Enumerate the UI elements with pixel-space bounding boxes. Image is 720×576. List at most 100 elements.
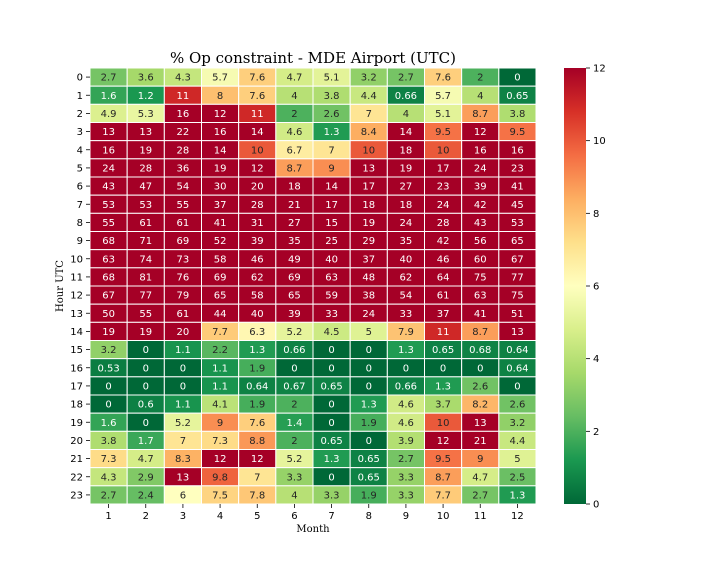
cell-value-label: 1.9 (361, 490, 377, 501)
cell-value-label: 0.65 (320, 381, 342, 392)
cell-value-label: 4.7 (472, 472, 488, 483)
cell-value-label: 19 (102, 327, 115, 338)
x-tick-label: 1 (105, 511, 111, 522)
cell-value-label: 41 (511, 182, 524, 193)
cell-value-label: 4 (477, 91, 483, 102)
cell-value-label: 67 (102, 291, 115, 302)
cell-value-label: 31 (251, 218, 264, 229)
cell-value-label: 0 (291, 363, 297, 374)
cell-value-label: 37 (214, 200, 227, 211)
cell-value-label: 41 (214, 218, 227, 229)
colorbar-tick-label: 4 (593, 354, 599, 365)
cell-value-label: 28 (139, 163, 152, 174)
y-axis-label: Hour UTC (55, 260, 66, 312)
cell-value-label: 39 (474, 182, 487, 193)
cell-value-label: 2.7 (398, 454, 414, 465)
cell-value-label: 40 (400, 254, 413, 265)
cell-value-label: 16 (511, 145, 524, 156)
cell-value-label: 0 (328, 472, 334, 483)
cell-value-label: 81 (139, 272, 152, 283)
cell-value-label: 10 (362, 145, 375, 156)
cell-value-label: 5.2 (286, 454, 302, 465)
cell-value-label: 9 (328, 163, 334, 174)
y-tick-label: 13 (70, 309, 83, 320)
cell-value-label: 3.3 (286, 472, 302, 483)
cell-value-label: 61 (437, 291, 450, 302)
cell-value-label: 55 (139, 309, 152, 320)
cell-value-label: 7.6 (249, 418, 265, 429)
cell-value-label: 39 (251, 236, 264, 247)
cell-value-label: 1.3 (435, 381, 451, 392)
cell-value-label: 1.3 (249, 345, 265, 356)
cell-value-label: 1.1 (212, 381, 228, 392)
cell-value-label: 67 (511, 254, 524, 265)
cell-value-label: 76 (177, 272, 190, 283)
cell-value-label: 2 (291, 436, 297, 447)
cell-value-label: 1.1 (212, 363, 228, 374)
cell-value-label: 0 (477, 363, 483, 374)
cell-value-label: 29 (362, 236, 375, 247)
cell-value-label: 2.5 (509, 472, 525, 483)
colorbar-tick-label: 0 (593, 500, 599, 511)
cell-value-label: 40 (325, 254, 338, 265)
y-tick-label: 2 (77, 109, 83, 120)
x-axis-label: Month (296, 524, 330, 535)
y-tick-label: 15 (70, 345, 83, 356)
y-tick-label: 20 (70, 436, 83, 447)
cell-value-label: 0 (514, 381, 520, 392)
x-tick-label: 2 (143, 511, 149, 522)
cell-value-label: 0 (105, 381, 111, 392)
cell-value-label: 75 (474, 272, 487, 283)
cell-value-label: 54 (177, 182, 190, 193)
y-tick-label: 14 (70, 327, 83, 338)
cell-value-label: 9.5 (509, 127, 525, 138)
cell-value-label: 65 (288, 291, 301, 302)
cell-value-label: 3.8 (324, 91, 340, 102)
cell-value-label: 5.1 (324, 73, 340, 84)
cell-value-label: 59 (325, 291, 338, 302)
cell-value-label: 13 (177, 472, 190, 483)
cell-value-label: 0 (143, 363, 149, 374)
cell-value-label: 5.1 (435, 109, 451, 120)
y-tick-label: 12 (70, 291, 83, 302)
cell-value-label: 1.7 (138, 436, 154, 447)
y-tick-label: 4 (77, 145, 83, 156)
cell-value-label: 7 (254, 472, 260, 483)
y-tick-label: 19 (70, 418, 83, 429)
cell-value-label: 21 (474, 436, 487, 447)
cell-value-label: 69 (177, 236, 190, 247)
cell-value-label: 43 (474, 218, 487, 229)
cell-value-label: 14 (325, 182, 338, 193)
cell-value-label: 0 (440, 363, 446, 374)
cell-value-label: 4.6 (286, 127, 302, 138)
cell-value-label: 8.7 (472, 327, 488, 338)
cell-value-label: 14 (400, 127, 413, 138)
cell-value-label: 2.6 (324, 109, 340, 120)
cell-value-label: 3.3 (324, 490, 340, 501)
cell-value-label: 4.9 (101, 109, 117, 120)
cell-value-label: 0 (366, 436, 372, 447)
cell-value-label: 50 (102, 309, 115, 320)
cell-value-label: 8.7 (286, 163, 302, 174)
cell-value-label: 53 (511, 218, 524, 229)
cell-value-label: 8.3 (175, 454, 191, 465)
cell-value-label: 4.6 (398, 418, 414, 429)
cell-value-label: 62 (251, 272, 264, 283)
cell-value-label: 7.7 (435, 490, 451, 501)
cell-value-label: 20 (251, 182, 264, 193)
y-tick-label: 11 (70, 272, 83, 283)
cell-value-label: 64 (437, 272, 450, 283)
cell-value-label: 10 (437, 418, 450, 429)
cell-value-label: 0.65 (432, 345, 454, 356)
colorbar: 0 2 4 6 8 10 12 (564, 64, 606, 511)
cell-value-label: 33 (325, 309, 338, 320)
cell-value-label: 55 (102, 218, 115, 229)
cell-value-label: 0.65 (358, 454, 380, 465)
cell-value-label: 55 (177, 200, 190, 211)
cell-value-label: 28 (437, 218, 450, 229)
y-tick-label: 8 (77, 218, 83, 229)
cell-value-label: 63 (325, 272, 338, 283)
cell-value-label: 3.2 (361, 73, 377, 84)
